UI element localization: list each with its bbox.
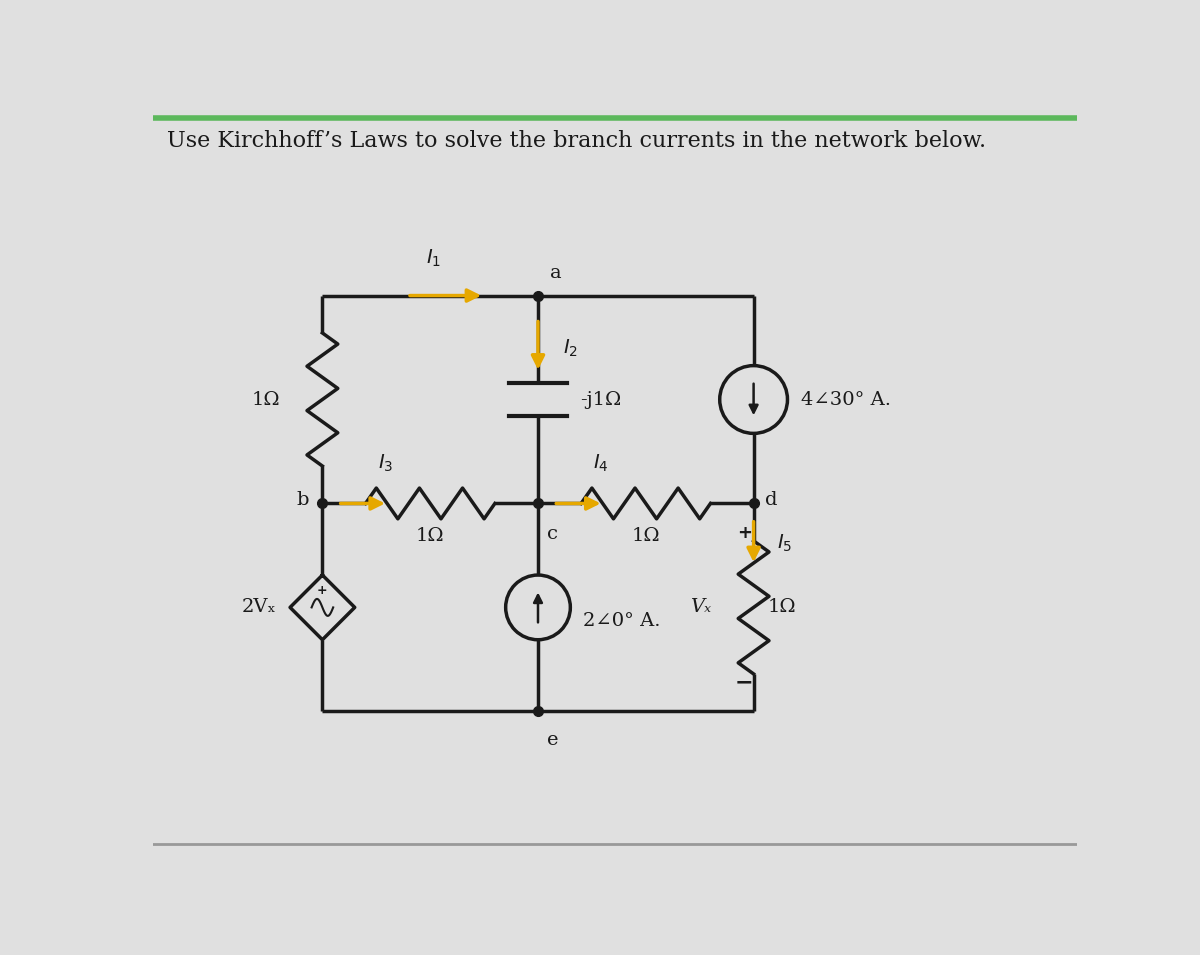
Text: c: c xyxy=(547,525,558,543)
Text: e: e xyxy=(547,731,559,749)
Text: 1Ω: 1Ω xyxy=(631,527,660,544)
Text: 2∠0° A.: 2∠0° A. xyxy=(583,612,660,630)
Text: $I_4$: $I_4$ xyxy=(593,453,608,475)
Text: 1Ω: 1Ω xyxy=(416,527,444,544)
Text: b: b xyxy=(296,491,308,509)
Text: Vₓ: Vₓ xyxy=(690,599,712,616)
Text: +: + xyxy=(317,584,328,597)
Text: a: a xyxy=(550,264,562,282)
Text: $I_2$: $I_2$ xyxy=(563,337,577,358)
Text: +: + xyxy=(737,523,752,541)
Text: -j1Ω: -j1Ω xyxy=(581,391,622,409)
Text: d: d xyxy=(766,491,778,509)
Text: 1Ω: 1Ω xyxy=(768,599,796,616)
Text: 4∠30° A.: 4∠30° A. xyxy=(802,391,892,409)
Text: 1Ω: 1Ω xyxy=(252,391,280,409)
Text: 2Vₓ: 2Vₓ xyxy=(241,599,276,616)
Text: $I_3$: $I_3$ xyxy=(378,453,394,475)
Text: $I_5$: $I_5$ xyxy=(776,533,792,554)
Text: Use Kirchhoff’s Laws to solve the branch currents in the network below.: Use Kirchhoff’s Laws to solve the branch… xyxy=(167,130,986,152)
Text: $I_1$: $I_1$ xyxy=(426,247,442,268)
Text: −: − xyxy=(736,672,754,692)
